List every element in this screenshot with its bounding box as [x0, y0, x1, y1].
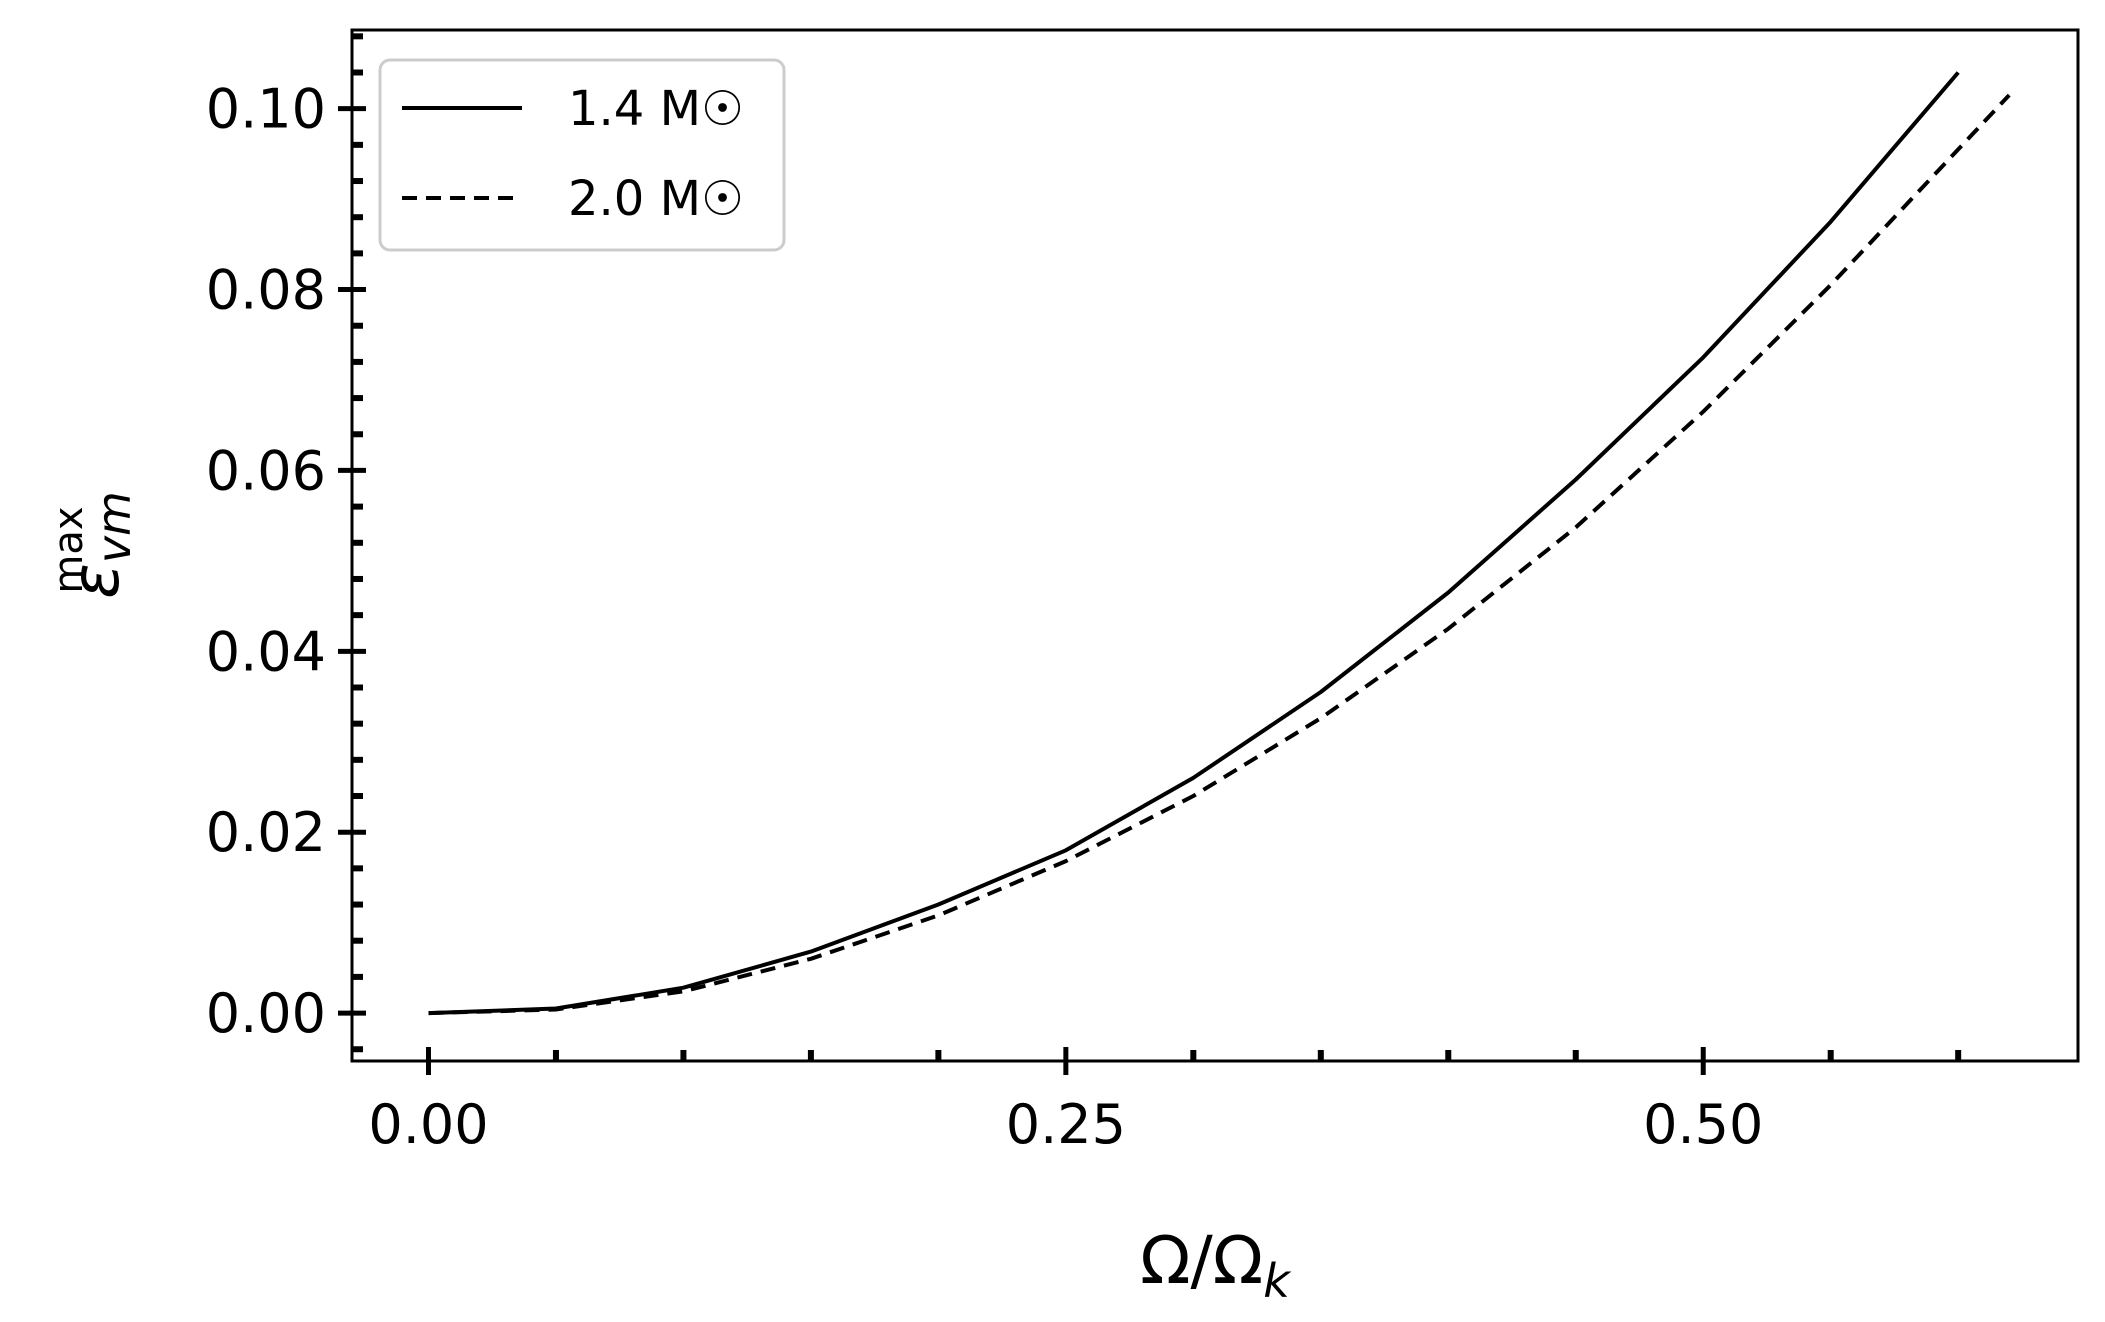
series-lines	[428, 71, 2011, 1016]
x-axis-label: Ω/Ωk	[1140, 1222, 1292, 1308]
plot-frame	[350, 28, 2080, 1063]
series-line-1	[428, 71, 1960, 1016]
y-axis-label-sup: max	[46, 506, 92, 593]
series-line-2	[428, 93, 2011, 1016]
y-axis-label: εvmmax	[46, 491, 141, 599]
x-tick-label: 0.25	[1006, 1093, 1126, 1156]
legend-label-series-2: 2.0 M☉	[568, 171, 744, 227]
y-axis-label-group: εvmmax	[46, 491, 141, 599]
legend-label-series-1: 1.4 M☉	[568, 81, 744, 137]
y-axis-label-base: ε	[57, 563, 134, 599]
minor-ticks	[352, 33, 1962, 1061]
y-axis-label-sub: vm	[87, 491, 141, 563]
y-tick-label: 0.02	[206, 801, 326, 864]
y-tick-label: 0.00	[206, 982, 326, 1045]
x-axis-label-sub: k	[1263, 1254, 1292, 1308]
legend: 1.4 M☉ 2.0 M☉	[378, 58, 786, 252]
x-tick-label: 0.00	[368, 1093, 488, 1156]
y-tick-label: 0.08	[206, 259, 326, 322]
y-tick-label: 0.10	[206, 78, 326, 141]
y-tick-label: 0.04	[206, 620, 326, 683]
tick-labels: 0.00 0.25 0.50 0.00 0.02 0.04 0.06 0.08 0.10	[206, 78, 1764, 1156]
x-axis-label-base: Ω/Ω	[1140, 1222, 1263, 1299]
y-tick-label: 0.06	[206, 439, 326, 502]
x-tick-label: 0.50	[1643, 1093, 1763, 1156]
